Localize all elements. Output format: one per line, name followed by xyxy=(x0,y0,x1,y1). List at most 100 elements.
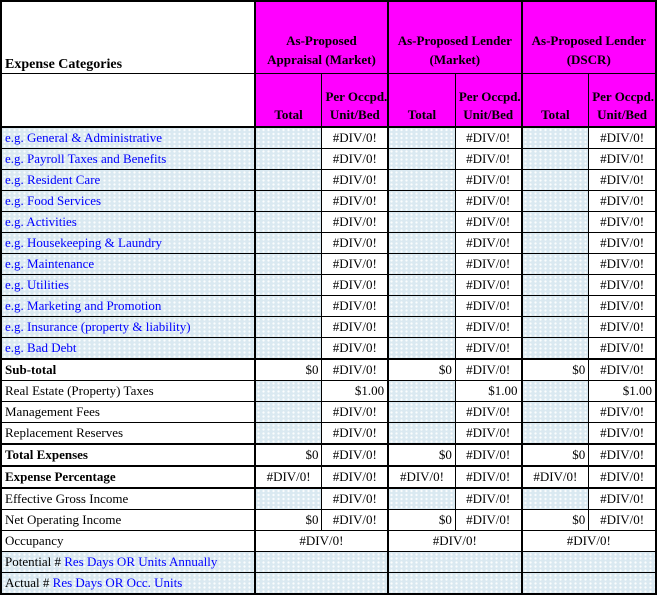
per-unit-cell[interactable]: #DIV/0! xyxy=(321,443,390,467)
per-unit-cell[interactable]: #DIV/0! xyxy=(588,401,657,423)
per-unit-cell[interactable]: #DIV/0! xyxy=(588,169,657,191)
group-header-lender-dscr[interactable]: As-Proposed Lender (DSCR) xyxy=(521,0,657,74)
total-cell[interactable] xyxy=(387,148,456,170)
total-cell[interactable] xyxy=(254,295,323,317)
total-cell[interactable]: $0 xyxy=(387,358,456,381)
per-unit-cell[interactable]: #DIV/0! xyxy=(454,316,523,338)
row-label-cell[interactable]: Management Fees xyxy=(0,401,256,423)
per-unit-cell[interactable]: #DIV/0! xyxy=(321,487,390,510)
total-cell[interactable] xyxy=(387,253,456,275)
total-cell[interactable] xyxy=(521,190,590,212)
total-cell[interactable] xyxy=(254,148,323,170)
total-cell[interactable]: $0 xyxy=(387,443,456,467)
per-unit-cell[interactable]: #DIV/0! xyxy=(454,295,523,317)
merged-cell[interactable] xyxy=(521,572,657,595)
total-cell[interactable] xyxy=(254,126,323,149)
total-cell[interactable] xyxy=(521,401,590,423)
subheader-per-unit-g2[interactable]: Per Occpd. Unit/Bed xyxy=(454,73,523,128)
total-cell[interactable] xyxy=(521,232,590,254)
per-unit-cell[interactable]: $1.00 xyxy=(321,380,390,402)
per-unit-cell[interactable]: #DIV/0! xyxy=(321,295,390,317)
subheader-total-g2[interactable]: Total xyxy=(387,73,456,128)
row-label-cell[interactable]: Actual # Res Days OR Occ. Units xyxy=(0,572,256,595)
subheader-per-unit-g3[interactable]: Per Occpd. Unit/Bed xyxy=(588,73,657,128)
per-unit-cell[interactable]: #DIV/0! xyxy=(321,253,390,275)
total-cell[interactable] xyxy=(521,211,590,233)
per-unit-cell[interactable]: #DIV/0! xyxy=(454,487,523,510)
per-unit-cell[interactable]: #DIV/0! xyxy=(454,232,523,254)
merged-cell[interactable] xyxy=(254,551,390,573)
per-unit-cell[interactable]: #DIV/0! xyxy=(588,509,657,531)
total-cell[interactable]: $0 xyxy=(254,358,323,381)
per-unit-cell[interactable]: #DIV/0! xyxy=(588,148,657,170)
total-cell[interactable]: $0 xyxy=(387,509,456,531)
total-cell[interactable] xyxy=(387,211,456,233)
per-unit-cell[interactable]: #DIV/0! xyxy=(454,401,523,423)
total-cell[interactable] xyxy=(387,232,456,254)
row-label-cell[interactable]: Potential # Res Days OR Units Annually xyxy=(0,551,256,573)
per-unit-cell[interactable]: #DIV/0! xyxy=(321,316,390,338)
merged-cell[interactable] xyxy=(254,572,390,595)
total-cell[interactable] xyxy=(387,169,456,191)
row-label-cell[interactable]: Expense Percentage xyxy=(0,465,256,489)
total-cell[interactable]: #DIV/0! xyxy=(254,465,323,489)
total-cell[interactable] xyxy=(254,169,323,191)
per-unit-cell[interactable]: #DIV/0! xyxy=(454,465,523,489)
total-cell[interactable] xyxy=(521,253,590,275)
per-unit-cell[interactable]: #DIV/0! xyxy=(588,465,657,489)
total-cell[interactable] xyxy=(521,126,590,149)
row-label-cell[interactable]: e.g. Food Services xyxy=(0,190,256,212)
blank-header-cell[interactable] xyxy=(0,73,256,128)
per-unit-cell[interactable]: #DIV/0! xyxy=(321,465,390,489)
merged-cell[interactable]: #DIV/0! xyxy=(254,530,390,552)
row-label-cell[interactable]: Replacement Reserves xyxy=(0,422,256,445)
per-unit-cell[interactable]: $1.00 xyxy=(588,380,657,402)
per-unit-cell[interactable]: #DIV/0! xyxy=(588,422,657,445)
per-unit-cell[interactable]: #DIV/0! xyxy=(454,358,523,381)
per-unit-cell[interactable]: #DIV/0! xyxy=(321,126,390,149)
total-cell[interactable] xyxy=(521,169,590,191)
total-cell[interactable] xyxy=(387,422,456,445)
per-unit-cell[interactable]: #DIV/0! xyxy=(321,169,390,191)
per-unit-cell[interactable]: #DIV/0! xyxy=(588,190,657,212)
total-cell[interactable] xyxy=(387,274,456,296)
row-label-cell[interactable]: e.g. Bad Debt xyxy=(0,337,256,360)
per-unit-cell[interactable]: #DIV/0! xyxy=(454,190,523,212)
total-cell[interactable] xyxy=(254,401,323,423)
per-unit-cell[interactable]: #DIV/0! xyxy=(454,274,523,296)
total-cell[interactable]: #DIV/0! xyxy=(521,465,590,489)
total-cell[interactable] xyxy=(387,316,456,338)
per-unit-cell[interactable]: #DIV/0! xyxy=(321,148,390,170)
total-cell[interactable] xyxy=(521,380,590,402)
total-cell[interactable] xyxy=(254,422,323,445)
total-cell[interactable] xyxy=(254,274,323,296)
subheader-per-unit-g1[interactable]: Per Occpd. Unit/Bed xyxy=(321,73,390,128)
total-cell[interactable] xyxy=(254,232,323,254)
corner-cell-expense-categories[interactable]: Expense Categories xyxy=(0,0,256,74)
subheader-total-g1[interactable]: Total xyxy=(254,73,323,128)
total-cell[interactable] xyxy=(254,337,323,360)
row-label-cell[interactable]: e.g. Insurance (property & liability) xyxy=(0,316,256,338)
row-label-cell[interactable]: e.g. Housekeeping & Laundry xyxy=(0,232,256,254)
group-header-lender-market[interactable]: As-Proposed Lender (Market) xyxy=(387,0,523,74)
per-unit-cell[interactable]: #DIV/0! xyxy=(588,443,657,467)
per-unit-cell[interactable]: #DIV/0! xyxy=(454,211,523,233)
per-unit-cell[interactable]: #DIV/0! xyxy=(454,509,523,531)
row-label-cell[interactable]: e.g. Maintenance xyxy=(0,253,256,275)
per-unit-cell[interactable]: $1.00 xyxy=(454,380,523,402)
subheader-total-g3[interactable]: Total xyxy=(521,73,590,128)
per-unit-cell[interactable]: #DIV/0! xyxy=(588,337,657,360)
total-cell[interactable] xyxy=(387,295,456,317)
total-cell[interactable]: #DIV/0! xyxy=(387,465,456,489)
total-cell[interactable] xyxy=(387,126,456,149)
per-unit-cell[interactable]: #DIV/0! xyxy=(321,358,390,381)
per-unit-cell[interactable]: #DIV/0! xyxy=(588,232,657,254)
total-cell[interactable]: $0 xyxy=(521,443,590,467)
per-unit-cell[interactable]: #DIV/0! xyxy=(588,253,657,275)
per-unit-cell[interactable]: #DIV/0! xyxy=(321,190,390,212)
per-unit-cell[interactable]: #DIV/0! xyxy=(588,316,657,338)
merged-cell[interactable] xyxy=(521,551,657,573)
per-unit-cell[interactable]: #DIV/0! xyxy=(321,401,390,423)
row-label-cell[interactable]: Occupancy xyxy=(0,530,256,552)
total-cell[interactable] xyxy=(254,380,323,402)
